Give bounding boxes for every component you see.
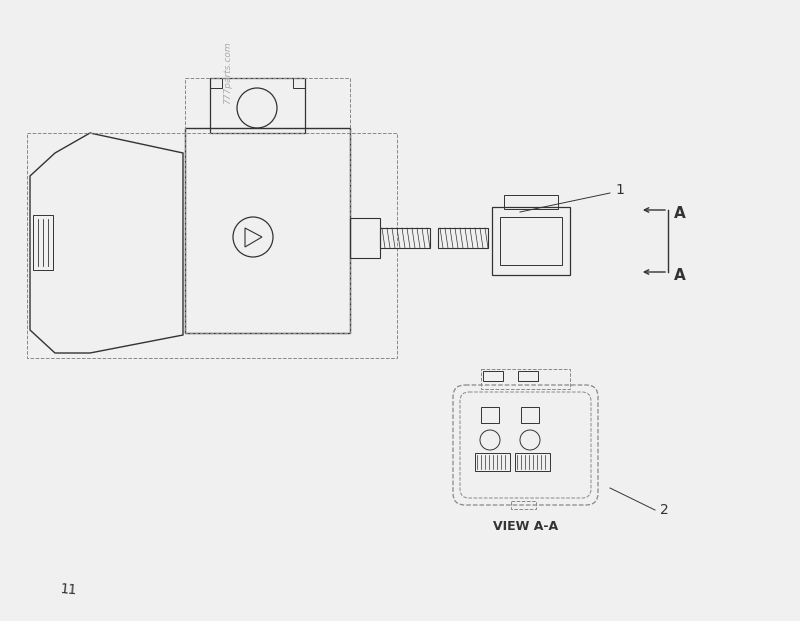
Bar	[27, 133, 397, 358]
Bar	[185, 78, 350, 333]
Bar	[350, 218, 380, 258]
Bar	[500, 217, 562, 265]
Bar	[210, 78, 222, 88]
Text: 1: 1	[615, 183, 625, 197]
Text: 11: 11	[59, 582, 77, 597]
Bar	[481, 369, 570, 389]
Text: A: A	[674, 268, 686, 284]
Bar	[481, 407, 499, 423]
Text: 2: 2	[660, 503, 669, 517]
Bar	[33, 215, 53, 270]
Bar	[185, 128, 350, 333]
Bar	[504, 195, 558, 209]
Bar	[518, 371, 538, 381]
Bar	[210, 78, 305, 133]
Bar	[380, 228, 430, 248]
Bar	[293, 78, 305, 88]
Text: A: A	[674, 207, 686, 222]
Bar	[511, 501, 536, 509]
Bar	[492, 207, 570, 275]
Bar	[515, 453, 550, 471]
Bar	[483, 371, 503, 381]
Bar	[521, 407, 539, 423]
Bar	[475, 453, 510, 471]
Bar	[438, 228, 488, 248]
Text: VIEW A-A: VIEW A-A	[493, 520, 558, 533]
Text: 777parts.com: 777parts.com	[223, 42, 233, 104]
